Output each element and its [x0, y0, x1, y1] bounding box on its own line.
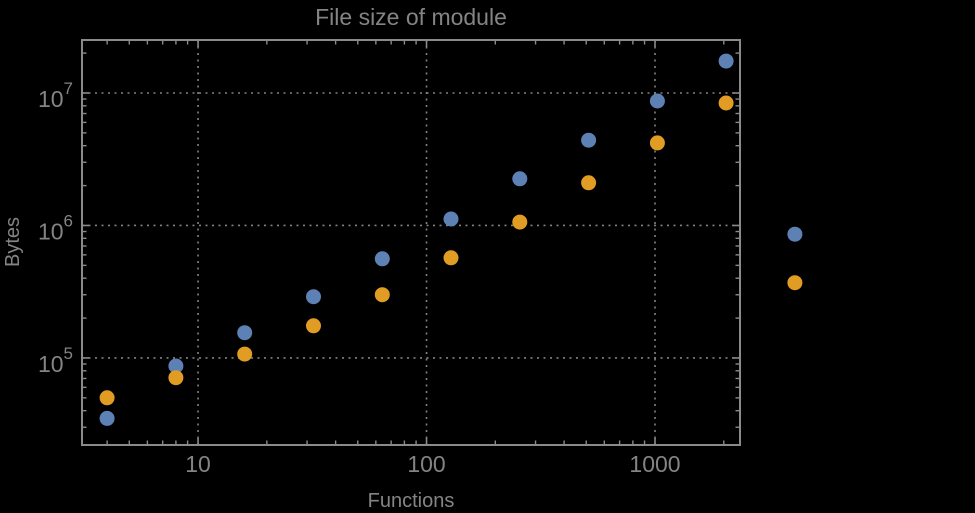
plot-frame	[81, 39, 741, 446]
data-point-blue	[306, 289, 321, 305]
chart-title: File size of module	[315, 4, 507, 30]
x-tick-label: 100	[407, 451, 445, 477]
y-axis-label: Bytes	[2, 217, 24, 267]
data-point-orange	[306, 318, 321, 334]
data-point-orange	[512, 214, 528, 230]
data-point-blue	[581, 132, 597, 148]
data-point-blue	[168, 358, 184, 374]
x-axis-label: Functions	[368, 490, 455, 512]
data-point-orange	[649, 135, 665, 151]
data-point-orange	[787, 275, 803, 291]
data-point-orange	[237, 346, 253, 362]
tick-layer	[82, 40, 740, 445]
y-tick-label: 107	[38, 79, 73, 112]
data-point-orange	[443, 250, 459, 266]
data-point-blue	[237, 325, 253, 341]
gridline-layer	[82, 40, 740, 445]
data-point-orange	[168, 370, 184, 386]
tick-label-layer: 10 100 1000 105 106 107	[38, 79, 681, 477]
data-point-blue	[374, 251, 390, 267]
data-point-blue	[718, 53, 734, 69]
x-tick-label: 10	[185, 451, 211, 477]
data-point-layer	[99, 53, 803, 426]
data-point-blue	[99, 410, 115, 426]
data-point-orange	[718, 95, 734, 111]
data-point-blue	[512, 171, 528, 187]
data-point-blue	[443, 211, 459, 227]
data-point-orange	[99, 390, 115, 406]
y-tick-label: 105	[38, 344, 73, 377]
data-point-blue	[649, 93, 665, 109]
data-point-orange	[374, 287, 390, 303]
data-point-orange	[581, 175, 597, 191]
y-tick-label: 106	[38, 211, 73, 244]
data-point-blue	[787, 226, 803, 242]
x-tick-label: 1000	[629, 451, 680, 477]
